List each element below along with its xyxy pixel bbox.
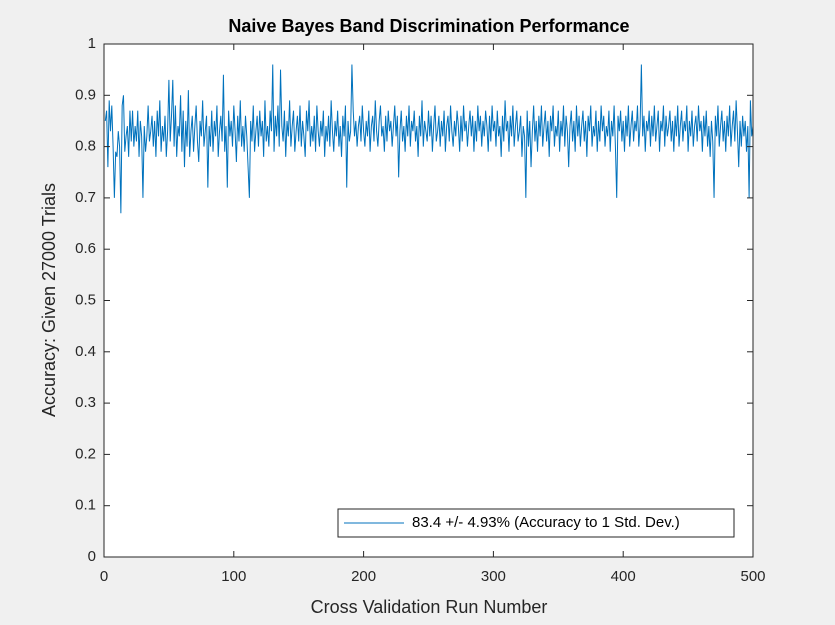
y-tick-label: 0.7 xyxy=(75,189,96,206)
y-tick-label: 0.8 xyxy=(75,138,96,155)
legend-label: 83.4 +/- 4.93% (Accuracy to 1 Std. Dev.) xyxy=(412,514,680,531)
legend: 83.4 +/- 4.93% (Accuracy to 1 Std. Dev.) xyxy=(337,508,735,538)
x-tick-label: 100 xyxy=(221,568,246,585)
y-tick-label: 0 xyxy=(88,548,96,565)
x-tick-label: 0 xyxy=(100,568,108,585)
x-tick-label: 400 xyxy=(611,568,636,585)
x-tick-label: 200 xyxy=(351,568,376,585)
x-axis-label: Cross Validation Run Number xyxy=(311,597,548,617)
x-tick-label: 500 xyxy=(740,568,765,585)
y-tick-label: 1 xyxy=(88,35,96,52)
y-tick-label: 0.1 xyxy=(75,497,96,514)
y-tick-label: 0.2 xyxy=(75,445,96,462)
y-tick-label: 0.6 xyxy=(75,240,96,257)
y-tick-label: 0.9 xyxy=(75,86,96,103)
y-tick-label: 0.4 xyxy=(75,343,96,360)
chart-title: Naive Bayes Band Discrimination Performa… xyxy=(228,16,629,36)
y-axis-label: Accuracy: Given 27000 Trials xyxy=(39,183,59,417)
y-tick-label: 0.3 xyxy=(75,394,96,411)
y-tick-label: 0.5 xyxy=(75,291,96,308)
x-tick-label: 300 xyxy=(481,568,506,585)
data-line xyxy=(104,64,754,214)
